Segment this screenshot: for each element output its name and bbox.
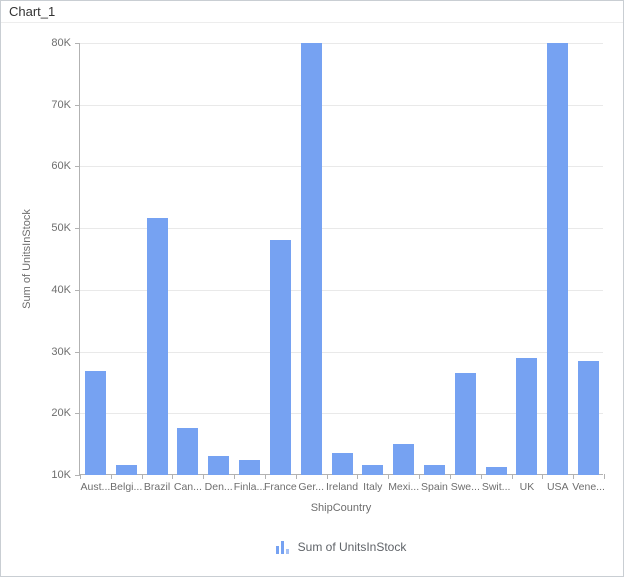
x-axis-tick	[512, 474, 513, 479]
y-gridline	[80, 290, 603, 291]
y-axis-label: 40K	[51, 284, 71, 296]
x-axis-tick	[481, 474, 482, 479]
bar-uk[interactable]	[516, 358, 537, 475]
y-axis-tick	[75, 290, 80, 291]
bar-finland[interactable]	[239, 460, 260, 475]
x-axis-tick	[142, 474, 143, 479]
y-axis-tick	[75, 105, 80, 106]
bar-ireland[interactable]	[332, 453, 353, 475]
y-gridline	[80, 105, 603, 106]
bar-spain[interactable]	[424, 465, 445, 475]
x-axis-label: Swit...	[481, 481, 511, 493]
bar-mexico[interactable]	[393, 444, 414, 475]
y-axis-label: 10K	[51, 469, 71, 481]
x-axis-label: Ger...	[298, 481, 324, 493]
x-axis-tick	[573, 474, 574, 479]
y-axis-label: 50K	[51, 222, 71, 234]
legend-label: Sum of UnitsInStock	[297, 540, 407, 554]
bar-italy[interactable]	[362, 465, 383, 475]
y-gridline	[80, 413, 603, 414]
x-axis-label: Spain	[421, 481, 448, 493]
x-axis-label: Den...	[204, 481, 233, 493]
x-axis-label: Vene...	[572, 481, 605, 493]
bar-denmark[interactable]	[208, 456, 229, 475]
x-axis-tick	[604, 474, 605, 479]
x-axis-label: Italy	[363, 481, 383, 493]
bar-usa[interactable]	[547, 43, 568, 475]
x-axis-tick	[388, 474, 389, 479]
x-axis-label: Belgi...	[110, 481, 143, 493]
x-axis-tick	[80, 474, 81, 479]
y-axis-tick	[75, 43, 80, 44]
y-axis-tick	[75, 166, 80, 167]
x-axis-label: Brazil	[143, 481, 171, 493]
plot-area[interactable]: 10K 20K 30K 40K 50K 60K 70K 80K Aust... Belgi... B…	[51, 37, 605, 493]
legend[interactable]: Sum of UnitsInStock	[79, 537, 603, 557]
x-axis-label: Aust...	[80, 481, 111, 493]
bar-germany[interactable]	[301, 43, 322, 475]
y-gridline	[80, 43, 603, 44]
x-axis-tick	[234, 474, 235, 479]
chart-title: Chart_1	[9, 4, 56, 19]
chart-titlebar: Chart_1	[1, 1, 623, 23]
bar-france[interactable]	[270, 240, 291, 475]
x-axis-tick	[357, 474, 358, 479]
x-axis-label: Swe...	[450, 481, 480, 493]
y-axis-tick	[75, 228, 80, 229]
y-axis-label: 80K	[51, 37, 71, 49]
x-axis-label: France	[264, 481, 297, 493]
y-axis-label: 20K	[51, 407, 71, 419]
x-axis-tick	[172, 474, 173, 479]
x-axis-tick	[542, 474, 543, 479]
x-axis-tick	[296, 474, 297, 479]
bar-brazil[interactable]	[147, 218, 168, 475]
x-axis-tick	[327, 474, 328, 479]
y-gridline	[80, 166, 603, 167]
bar-belgium[interactable]	[116, 465, 137, 475]
y-axis-label: 70K	[51, 99, 71, 111]
bar-switzerland[interactable]	[486, 467, 507, 475]
x-axis-tick	[450, 474, 451, 479]
x-axis-tick	[265, 474, 266, 479]
y-axis-tick	[75, 475, 80, 476]
y-axis-label: 30K	[51, 346, 71, 358]
x-axis-label: Ireland	[325, 481, 359, 493]
x-axis-label: Mexi...	[388, 481, 420, 493]
x-axis-label: UK	[519, 481, 535, 493]
x-axis-label: Finla...	[233, 481, 266, 493]
x-axis-title: ShipCountry	[310, 502, 372, 514]
y-axis-tick	[75, 413, 80, 414]
bar-sweden[interactable]	[455, 373, 476, 475]
bar-austria[interactable]	[85, 371, 106, 475]
legend-series-icon	[275, 541, 289, 554]
x-axis-label: USA	[546, 481, 569, 493]
bar-canada[interactable]	[177, 428, 198, 475]
y-axis-label: 60K	[51, 160, 71, 172]
x-axis-label: Can...	[173, 481, 202, 493]
x-axis-tick	[111, 474, 112, 479]
x-axis-tick	[203, 474, 204, 479]
y-axis-tick	[75, 352, 80, 353]
y-gridline	[80, 228, 603, 229]
x-axis-tick	[419, 474, 420, 479]
y-gridline	[80, 352, 603, 353]
bar-venezuela[interactable]	[578, 361, 599, 475]
